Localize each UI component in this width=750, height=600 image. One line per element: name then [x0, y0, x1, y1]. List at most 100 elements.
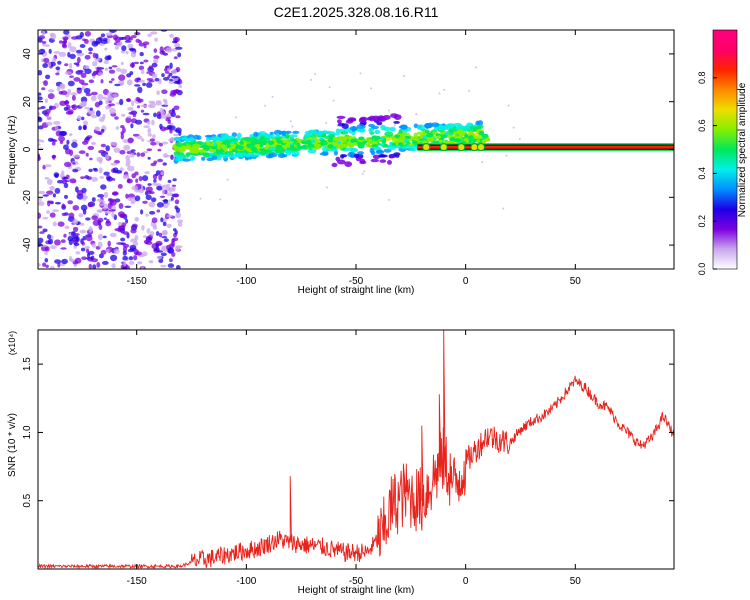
- spectrogram-noise-blob: [83, 87, 91, 94]
- spectrogram-noise-blob: [106, 176, 113, 182]
- spectrogram-noise-blob: [84, 31, 91, 37]
- spectrogram-noise-blob: [72, 219, 79, 225]
- spectrogram-noise-blob: [42, 194, 49, 197]
- spectrogram-noise-blob: [73, 62, 80, 65]
- spectrogram-band-blob: [177, 147, 186, 153]
- spectrogram-noise-blob: [134, 84, 141, 87]
- spectrogram-noise-blob: [96, 156, 103, 163]
- spectrogram-noise-blob: [156, 90, 160, 95]
- spectrogram-noise-blob: [160, 171, 165, 176]
- spectrogram-noise-blob: [91, 72, 97, 77]
- spectrogram-noise-blob: [82, 124, 87, 131]
- spectrogram-noise-blob: [68, 212, 75, 219]
- spectrogram-core-blob: [239, 140, 244, 145]
- spectrogram-noise-blob: [71, 95, 76, 101]
- spectrogram-noise-blob: [101, 260, 109, 265]
- spectrogram-noise-blob: [150, 31, 158, 35]
- spectrogram-noise-blob: [62, 177, 69, 180]
- spectrogram-noise-blob: [131, 173, 136, 179]
- spectrogram-noise-blob: [55, 72, 60, 76]
- spectrogram-band-blob: [258, 137, 267, 143]
- spectrogram-noise-blob: [175, 115, 181, 119]
- spectrogram-noise-blob: [69, 53, 76, 60]
- spectrogram-band-blob: [384, 131, 394, 137]
- spectrogram-noise-blob: [145, 236, 149, 241]
- spectrogram-noise-blob: [38, 154, 41, 161]
- spectrogram-core-blob: [336, 144, 344, 149]
- spectrogram-noise-blob: [129, 244, 137, 250]
- spectrogram-stray-point: [226, 178, 229, 181]
- spectrogram-band-blob: [292, 130, 300, 134]
- spectrogram-core-blob: [392, 142, 396, 147]
- spectrogram-noise-blob: [127, 107, 134, 111]
- spectrogram-core-blob: [254, 144, 259, 148]
- spectrogram-noise-blob: [130, 228, 137, 234]
- spectrogram-noise-blob: [174, 205, 178, 210]
- spectrogram-noise-blob: [161, 245, 165, 252]
- spectrogram-noise-blob: [177, 52, 182, 58]
- spectrogram-noise-blob: [64, 99, 69, 106]
- spectrogram-noise-blob: [143, 239, 150, 244]
- spectrogram-core-blob: [332, 141, 339, 146]
- spectrogram-noise-blob: [147, 104, 153, 108]
- spectrogram-noise-blob: [122, 174, 130, 180]
- spectrogram-noise-blob: [97, 217, 104, 223]
- spectrogram-noise-blob: [127, 165, 135, 172]
- spectrogram-band-blob: [324, 130, 332, 135]
- spectrogram-noise-blob: [148, 100, 156, 104]
- spectrogram-band-blob: [395, 154, 400, 158]
- spectrogram-noise-blob: [67, 42, 72, 49]
- spectrogram-line-node: [477, 143, 485, 152]
- spectrogram-noise-blob: [87, 203, 93, 208]
- spectrogram-noise-blob: [153, 55, 160, 59]
- spectrogram-noise-blob: [117, 221, 123, 227]
- spectrogram-noise-blob: [85, 235, 93, 242]
- spectrogram-noise-blob: [38, 225, 43, 229]
- snr-x-tick-label: -100: [236, 576, 256, 587]
- spectrogram-noise-blob: [38, 197, 42, 202]
- spectrogram-noise-blob: [147, 120, 151, 125]
- spectrogram-noise-blob: [111, 263, 116, 269]
- spectrogram-noise-blob: [160, 252, 167, 257]
- spectrogram-noise-blob: [124, 40, 132, 43]
- spectrogram-noise-blob: [153, 160, 158, 164]
- spectrogram-band-blob: [350, 147, 359, 153]
- spectrogram-noise-blob: [120, 237, 126, 242]
- spectrogram-noise-blob: [134, 235, 139, 241]
- spectrogram-noise-blob: [140, 68, 145, 75]
- snr-x-tick-label: -50: [349, 576, 364, 587]
- spectrogram-noise-blob: [47, 93, 55, 100]
- colorbar-tick-label: 0.6: [697, 119, 707, 132]
- spectrogram-noise-blob: [160, 114, 168, 119]
- spectrogram-noise-blob: [57, 60, 62, 65]
- spectrogram-stray-point: [505, 154, 508, 157]
- spectrogram-core-blob: [268, 146, 276, 151]
- spectrogram-noise-blob: [71, 231, 76, 238]
- spectrogram-noise-blob: [93, 168, 98, 172]
- spectrogram-stray-point: [314, 73, 317, 75]
- spectrogram-noise-blob: [137, 261, 143, 265]
- spectrogram-band-blob: [175, 141, 184, 147]
- spectrogram-noise-blob: [108, 209, 116, 212]
- spectrogram-noise-blob: [125, 155, 131, 161]
- spectrogram-noise-blob: [151, 217, 158, 224]
- spectrogram-band-blob: [388, 155, 395, 159]
- spectrogram-noise-blob: [107, 198, 113, 202]
- spectrogram-noise-blob: [163, 154, 171, 158]
- spectrogram-band-blob: [174, 156, 184, 162]
- spectrogram-noise-blob: [137, 98, 144, 103]
- spectrogram-noise-blob: [120, 82, 125, 85]
- spectrogram-x-axis-label: Height of straight line (km): [298, 285, 415, 296]
- spectrogram-noise-blob: [81, 256, 87, 261]
- spectrogram-core-blob: [357, 141, 363, 146]
- spectrogram-noise-blob: [89, 109, 95, 116]
- spectrogram-noise-blob: [98, 224, 103, 231]
- spectrogram-noise-blob: [134, 195, 141, 202]
- spectrogram-noise-blob: [94, 126, 100, 132]
- spectrogram-noise-blob: [103, 96, 107, 100]
- spectrogram-noise-blob: [78, 213, 84, 218]
- spectrogram-band-blob: [285, 130, 292, 134]
- spectrogram-stray-point: [328, 86, 331, 89]
- spectrogram-core-blob: [404, 135, 412, 140]
